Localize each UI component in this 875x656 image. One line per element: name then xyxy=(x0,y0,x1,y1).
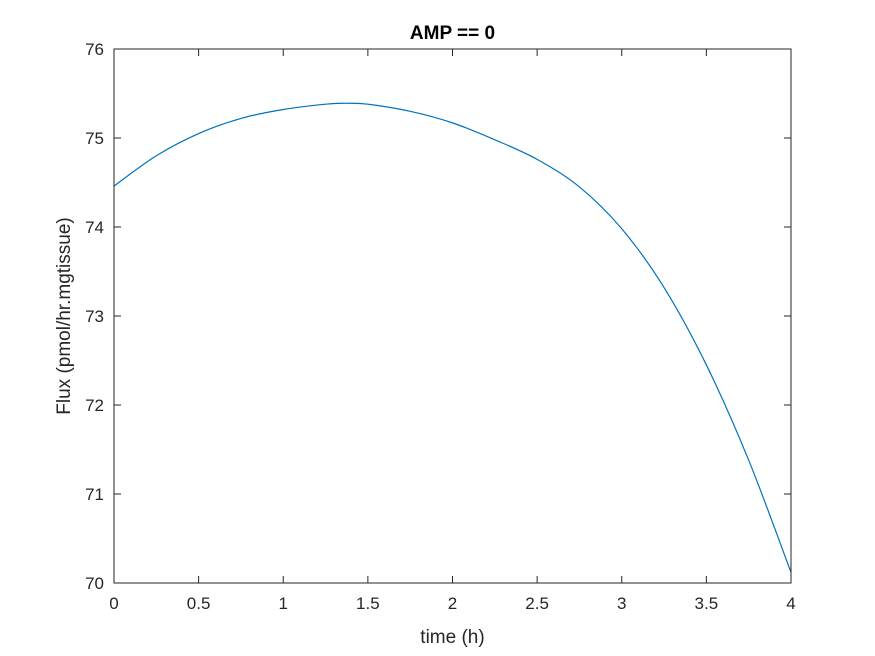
y-tick-label: 70 xyxy=(85,574,104,593)
x-tick-label: 0 xyxy=(109,594,118,613)
x-tick-label: 3 xyxy=(617,594,626,613)
y-tick-label: 73 xyxy=(85,307,104,326)
series-line-0 xyxy=(113,102,792,573)
x-tick-labels: 0 0.5 1 1.5 2 2.5 3 3.5 4 xyxy=(109,594,795,613)
y-tick-labels: 70 71 72 73 74 75 76 xyxy=(85,40,104,593)
plot-area xyxy=(114,49,791,583)
chart-title: AMP == 0 xyxy=(410,23,495,44)
y-tick-label: 72 xyxy=(85,396,104,415)
y-axis-label: Flux (pmol/hr.mgtissue) xyxy=(54,217,75,414)
x-tick-label: 2.5 xyxy=(525,594,549,613)
x-tick-label: 2 xyxy=(448,594,457,613)
x-tick-label: 0.5 xyxy=(187,594,211,613)
y-tick-label: 74 xyxy=(85,218,104,237)
y-tick-label: 71 xyxy=(85,485,104,504)
y-tick-label: 75 xyxy=(85,129,104,148)
x-tick-label: 4 xyxy=(786,594,795,613)
x-tick-label: 3.5 xyxy=(695,594,719,613)
x-tick-label: 1 xyxy=(279,594,288,613)
series-group xyxy=(113,102,792,573)
x-tick-label: 1.5 xyxy=(356,594,380,613)
y-tick-label: 76 xyxy=(85,40,104,59)
x-axis-label: time (h) xyxy=(420,627,484,648)
plot-frame xyxy=(113,48,792,584)
